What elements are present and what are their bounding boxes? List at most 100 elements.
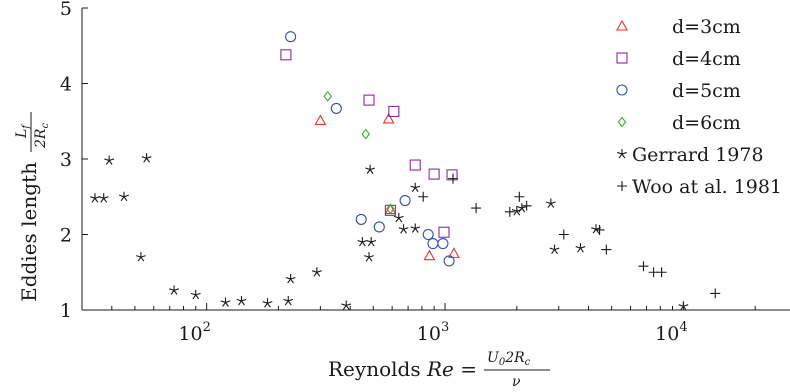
legend-label-0: d=3cm (672, 16, 741, 38)
point-s1-2 (388, 105, 400, 117)
point-s4-26 (549, 244, 560, 254)
legend-label-3: d=6cm (672, 112, 741, 134)
series-2 (285, 31, 455, 267)
point-s1-7 (384, 204, 396, 216)
point-s3-1 (361, 128, 371, 140)
point-s1-1 (363, 94, 375, 106)
point-s2-1 (330, 102, 342, 114)
point-s5-12 (710, 288, 721, 299)
point-s4-6 (169, 285, 179, 295)
point-s3-0 (323, 90, 333, 102)
y-tick-label-0: 1 (60, 300, 72, 322)
y-axis-title: Eddies length Lf 2Rc (14, 112, 51, 302)
series-3 (323, 90, 395, 215)
point-s4-27 (575, 243, 586, 253)
point-s4-2 (104, 155, 115, 165)
point-s4-1 (98, 193, 109, 203)
point-s1-6 (438, 226, 450, 238)
point-s4-17 (365, 164, 376, 174)
x-axis-title-num: U02Rc (487, 350, 531, 368)
point-s4-8 (220, 297, 231, 307)
x-axis-title-prefix: Reynolds Re = (328, 357, 477, 381)
point-s0-0 (314, 114, 327, 126)
point-s5-2 (471, 203, 482, 214)
y-axis-title-prefix: Eddies length (17, 162, 41, 302)
point-s5-5 (521, 200, 532, 211)
y-axis-title-den: 2Rc (33, 123, 51, 149)
point-s1-4 (428, 168, 440, 180)
point-s3-2 (386, 203, 395, 215)
point-s4-5 (135, 252, 146, 262)
point-s4-23 (511, 206, 522, 216)
point-s0-2 (423, 249, 436, 261)
legend-marker-4 (617, 149, 627, 159)
point-s4-29 (678, 301, 689, 311)
point-s4-11 (283, 295, 294, 306)
point-s4-13 (311, 267, 322, 277)
point-s4-20 (398, 224, 409, 234)
point-s2-8 (443, 255, 455, 267)
point-s4-18 (364, 252, 374, 262)
point-s5-6 (558, 229, 569, 240)
point-s4-16 (366, 237, 377, 247)
x-tick-label-1: 103 (417, 320, 449, 345)
legend-marker-3 (617, 116, 627, 128)
point-s4-22 (410, 182, 421, 193)
point-s2-6 (427, 238, 439, 250)
point-s2-5 (422, 228, 434, 241)
point-s2-2 (355, 213, 367, 225)
series-1 (280, 49, 458, 238)
y-tick-label-3: 4 (60, 74, 72, 96)
point-s5-8 (601, 244, 612, 255)
point-s4-3 (119, 191, 129, 202)
point-s4-19 (393, 212, 404, 223)
y-tick-label-1: 2 (60, 225, 72, 247)
legend-label-5: Woo at al. 1981 (632, 176, 782, 198)
series-5 (418, 173, 721, 299)
y-tick-label-4: 5 (60, 0, 72, 20)
point-s1-5 (446, 169, 458, 181)
point-s5-7 (594, 224, 605, 235)
point-s4-12 (285, 274, 296, 284)
point-s5-11 (656, 267, 667, 278)
x-axis-title-den: ν (512, 374, 521, 390)
point-s1-0 (280, 49, 292, 61)
point-s4-28 (591, 224, 601, 234)
legend-marker-0 (616, 19, 628, 31)
point-s5-3 (504, 206, 515, 217)
point-s5-4 (514, 191, 525, 202)
x-tick-label-2: 104 (655, 320, 687, 345)
legend-label-4: Gerrard 1978 (632, 144, 764, 166)
point-s4-15 (357, 237, 368, 247)
point-s2-7 (437, 238, 449, 250)
x-tick-label-0: 102 (178, 320, 210, 345)
legend-label-1: d=4cm (672, 48, 741, 70)
point-s0-1 (382, 112, 395, 124)
point-s0-3 (448, 247, 460, 258)
point-s5-0 (418, 191, 429, 202)
point-s2-4 (399, 194, 411, 207)
point-s4-0 (90, 193, 100, 203)
point-s4-9 (236, 295, 247, 306)
series-4 (90, 153, 689, 311)
point-s4-7 (190, 289, 201, 300)
point-s4-14 (341, 300, 352, 310)
point-s4-25 (545, 198, 556, 208)
legend-marker-2 (616, 84, 628, 96)
point-s4-10 (262, 298, 273, 308)
point-s4-21 (410, 223, 421, 233)
legend-marker-1 (616, 52, 628, 64)
y-tick-label-2: 3 (60, 149, 72, 171)
series-0 (314, 112, 460, 261)
point-s1-3 (409, 159, 421, 171)
point-s5-9 (638, 261, 649, 272)
point-s4-4 (141, 153, 152, 163)
y-axis-title-num: Lf (14, 123, 32, 139)
legend-marker-5 (617, 181, 627, 191)
x-axis-title: Reynolds Re = U02Rc ν (328, 350, 550, 390)
point-s5-1 (447, 173, 458, 184)
point-s2-0 (285, 31, 297, 43)
legend-label-2: d=5cm (672, 80, 741, 102)
point-s2-3 (373, 221, 385, 233)
